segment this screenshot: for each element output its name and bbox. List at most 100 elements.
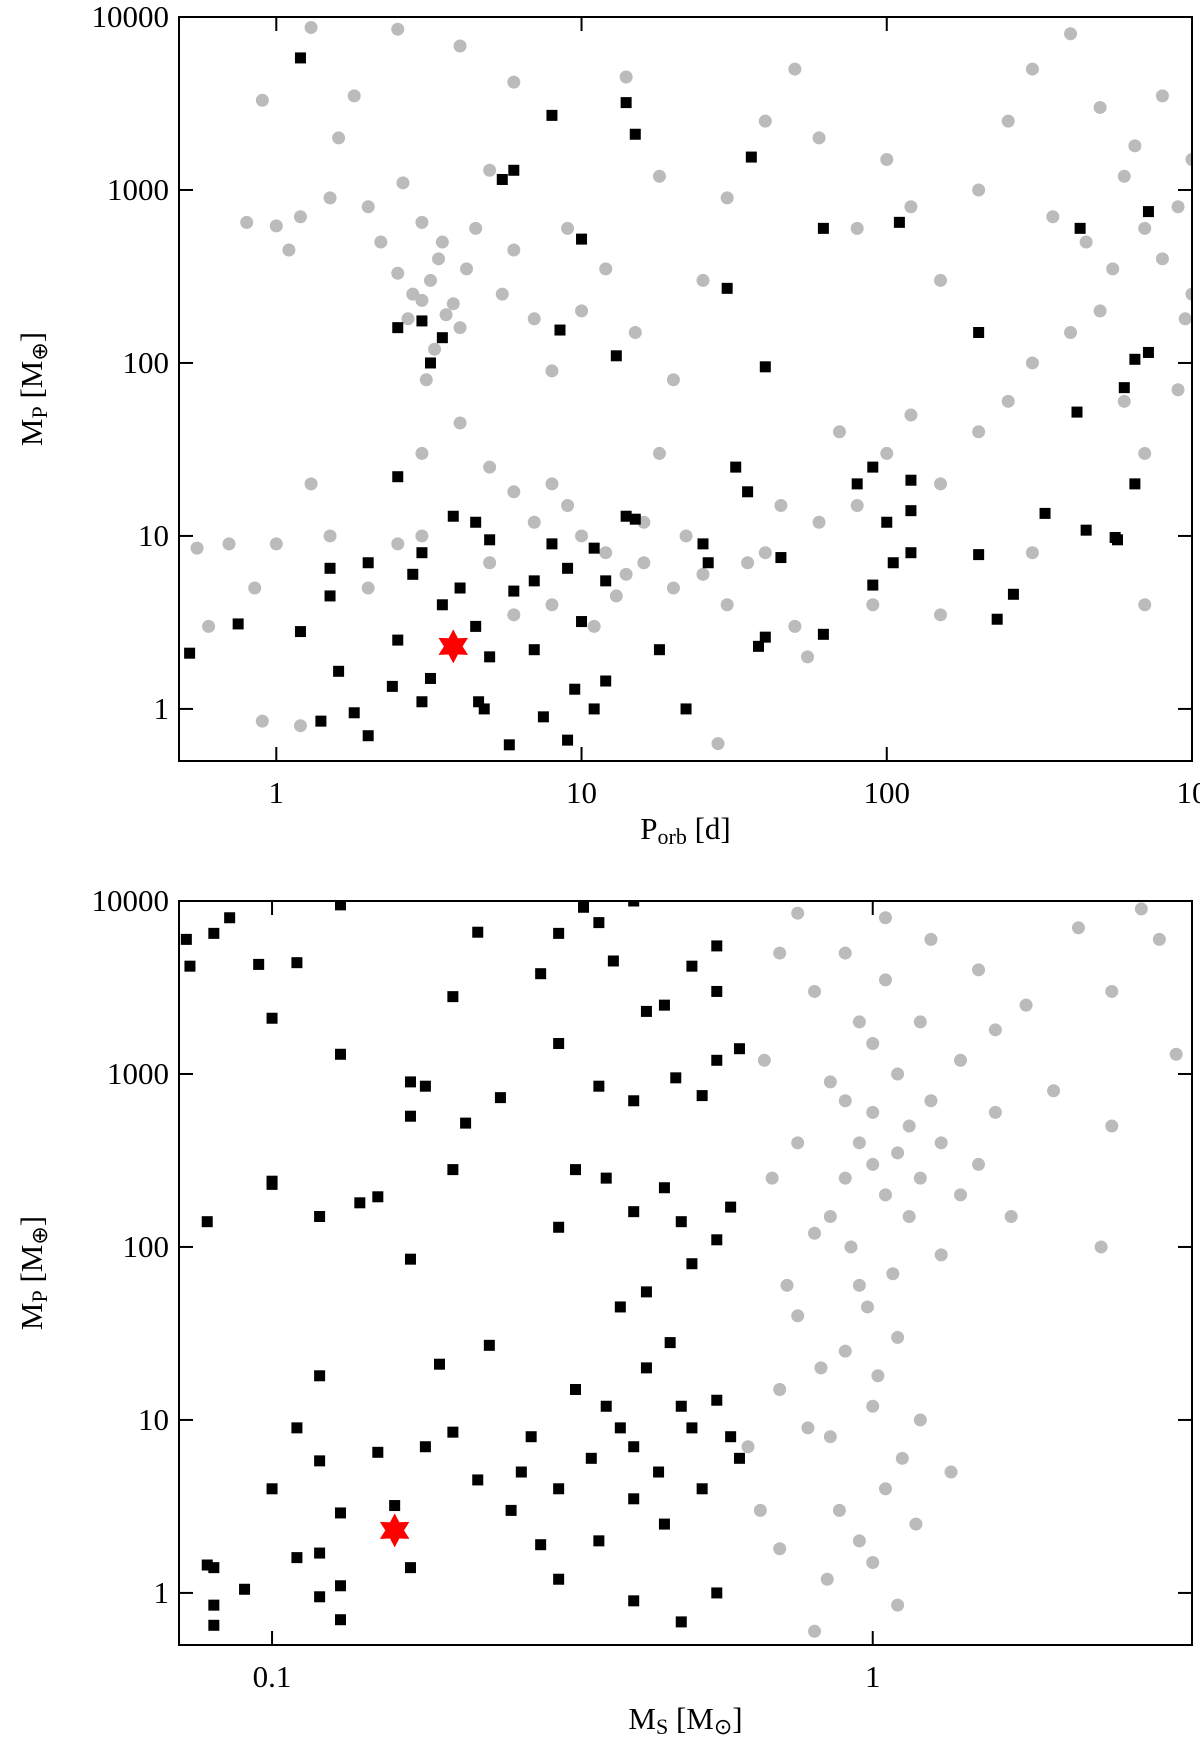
circle-point xyxy=(895,1451,909,1465)
square-point xyxy=(362,730,374,742)
square-point xyxy=(973,327,985,339)
square-point xyxy=(266,1483,278,1495)
circle-point xyxy=(652,446,666,460)
circle-point xyxy=(561,498,575,512)
circle-point xyxy=(545,477,559,491)
square-point xyxy=(721,282,733,294)
circle-point xyxy=(1025,356,1039,370)
circle-point xyxy=(972,1157,986,1171)
y-axis-title: MP [M⊕] xyxy=(14,332,52,446)
square-point xyxy=(905,547,917,559)
circle-point xyxy=(1171,383,1185,397)
circle-point xyxy=(396,176,410,190)
square-point xyxy=(253,958,265,970)
square-point xyxy=(711,1587,723,1599)
square-point xyxy=(562,562,574,574)
circle-point xyxy=(696,273,710,287)
circle-point xyxy=(1079,235,1093,249)
square-point xyxy=(578,901,590,913)
circle-point xyxy=(374,235,388,249)
square-point xyxy=(569,1383,581,1395)
square-point xyxy=(658,1518,670,1530)
circle-point xyxy=(866,598,880,612)
circle-point xyxy=(823,1075,837,1089)
circle-point xyxy=(269,219,283,233)
square-point xyxy=(600,575,612,587)
square-point xyxy=(484,534,496,546)
square-point xyxy=(576,616,588,628)
square-point xyxy=(851,478,863,490)
x-tick-label: 0.1 xyxy=(253,1659,292,1694)
square-point xyxy=(424,357,436,369)
square-point xyxy=(553,1038,565,1050)
star-point xyxy=(379,1513,410,1548)
circle-point xyxy=(1001,394,1015,408)
square-point xyxy=(546,538,558,550)
circle-point xyxy=(1094,1240,1108,1254)
circle-point xyxy=(240,215,254,229)
square-point xyxy=(525,1431,537,1443)
circle-point xyxy=(304,20,318,34)
circle-point xyxy=(619,70,633,84)
circle-point xyxy=(878,1188,892,1202)
square-point xyxy=(711,940,723,952)
y-axis-title-sub: ⊕ xyxy=(27,1226,52,1244)
circle-point xyxy=(587,619,601,633)
circle-point xyxy=(1105,984,1119,998)
x-tick-label: 100 xyxy=(864,775,911,810)
circle-point xyxy=(1093,304,1107,318)
square-point xyxy=(180,933,192,945)
circle-point xyxy=(347,89,361,103)
square-point xyxy=(553,927,565,939)
circle-point xyxy=(666,581,680,595)
circle-point xyxy=(545,364,559,378)
square-point xyxy=(620,510,632,522)
square-point xyxy=(535,968,547,980)
square-point xyxy=(658,999,670,1011)
circle-point xyxy=(844,1240,858,1254)
square-point xyxy=(553,1483,565,1495)
square-point xyxy=(628,1206,640,1218)
circle-point xyxy=(823,1430,837,1444)
circle-point xyxy=(666,373,680,387)
circle-point xyxy=(255,714,269,728)
circle-point xyxy=(866,1105,880,1119)
square-point xyxy=(569,1164,581,1176)
y-axis-title-part: [M xyxy=(14,1245,49,1291)
circle-point xyxy=(838,946,852,960)
circle-point xyxy=(1025,62,1039,76)
circle-point xyxy=(679,529,693,543)
square-point xyxy=(239,1583,251,1595)
circle-point xyxy=(988,1105,1002,1119)
circle-point xyxy=(1106,262,1120,276)
circle-point xyxy=(575,529,589,543)
square-point xyxy=(553,1221,565,1233)
circle-point xyxy=(1178,312,1192,326)
circle-point xyxy=(652,169,666,183)
y-axis-title-part: M xyxy=(14,1303,49,1331)
circle-point xyxy=(453,321,467,335)
square-point xyxy=(973,549,985,561)
x-axis-title-part: M xyxy=(628,1701,656,1736)
y-tick-label: 1 xyxy=(154,1575,170,1610)
square-point xyxy=(817,222,829,234)
square-point xyxy=(334,1048,346,1060)
square-point xyxy=(675,1616,687,1628)
circle-point xyxy=(1117,169,1131,183)
circle-point xyxy=(1064,27,1078,41)
circle-point xyxy=(850,221,864,235)
circle-point xyxy=(415,215,429,229)
square-point xyxy=(675,1400,687,1412)
square-point xyxy=(419,1441,431,1453)
square-point xyxy=(535,1539,547,1551)
circle-point xyxy=(1171,200,1185,214)
circle-point xyxy=(453,416,467,430)
circle-point xyxy=(758,546,772,560)
circle-point xyxy=(913,1413,927,1427)
circle-point xyxy=(758,114,772,128)
y-tick-label: 1 xyxy=(154,691,170,726)
y-tick-label: 100 xyxy=(123,1229,170,1264)
square-point xyxy=(208,1562,220,1574)
circle-point xyxy=(628,326,642,340)
